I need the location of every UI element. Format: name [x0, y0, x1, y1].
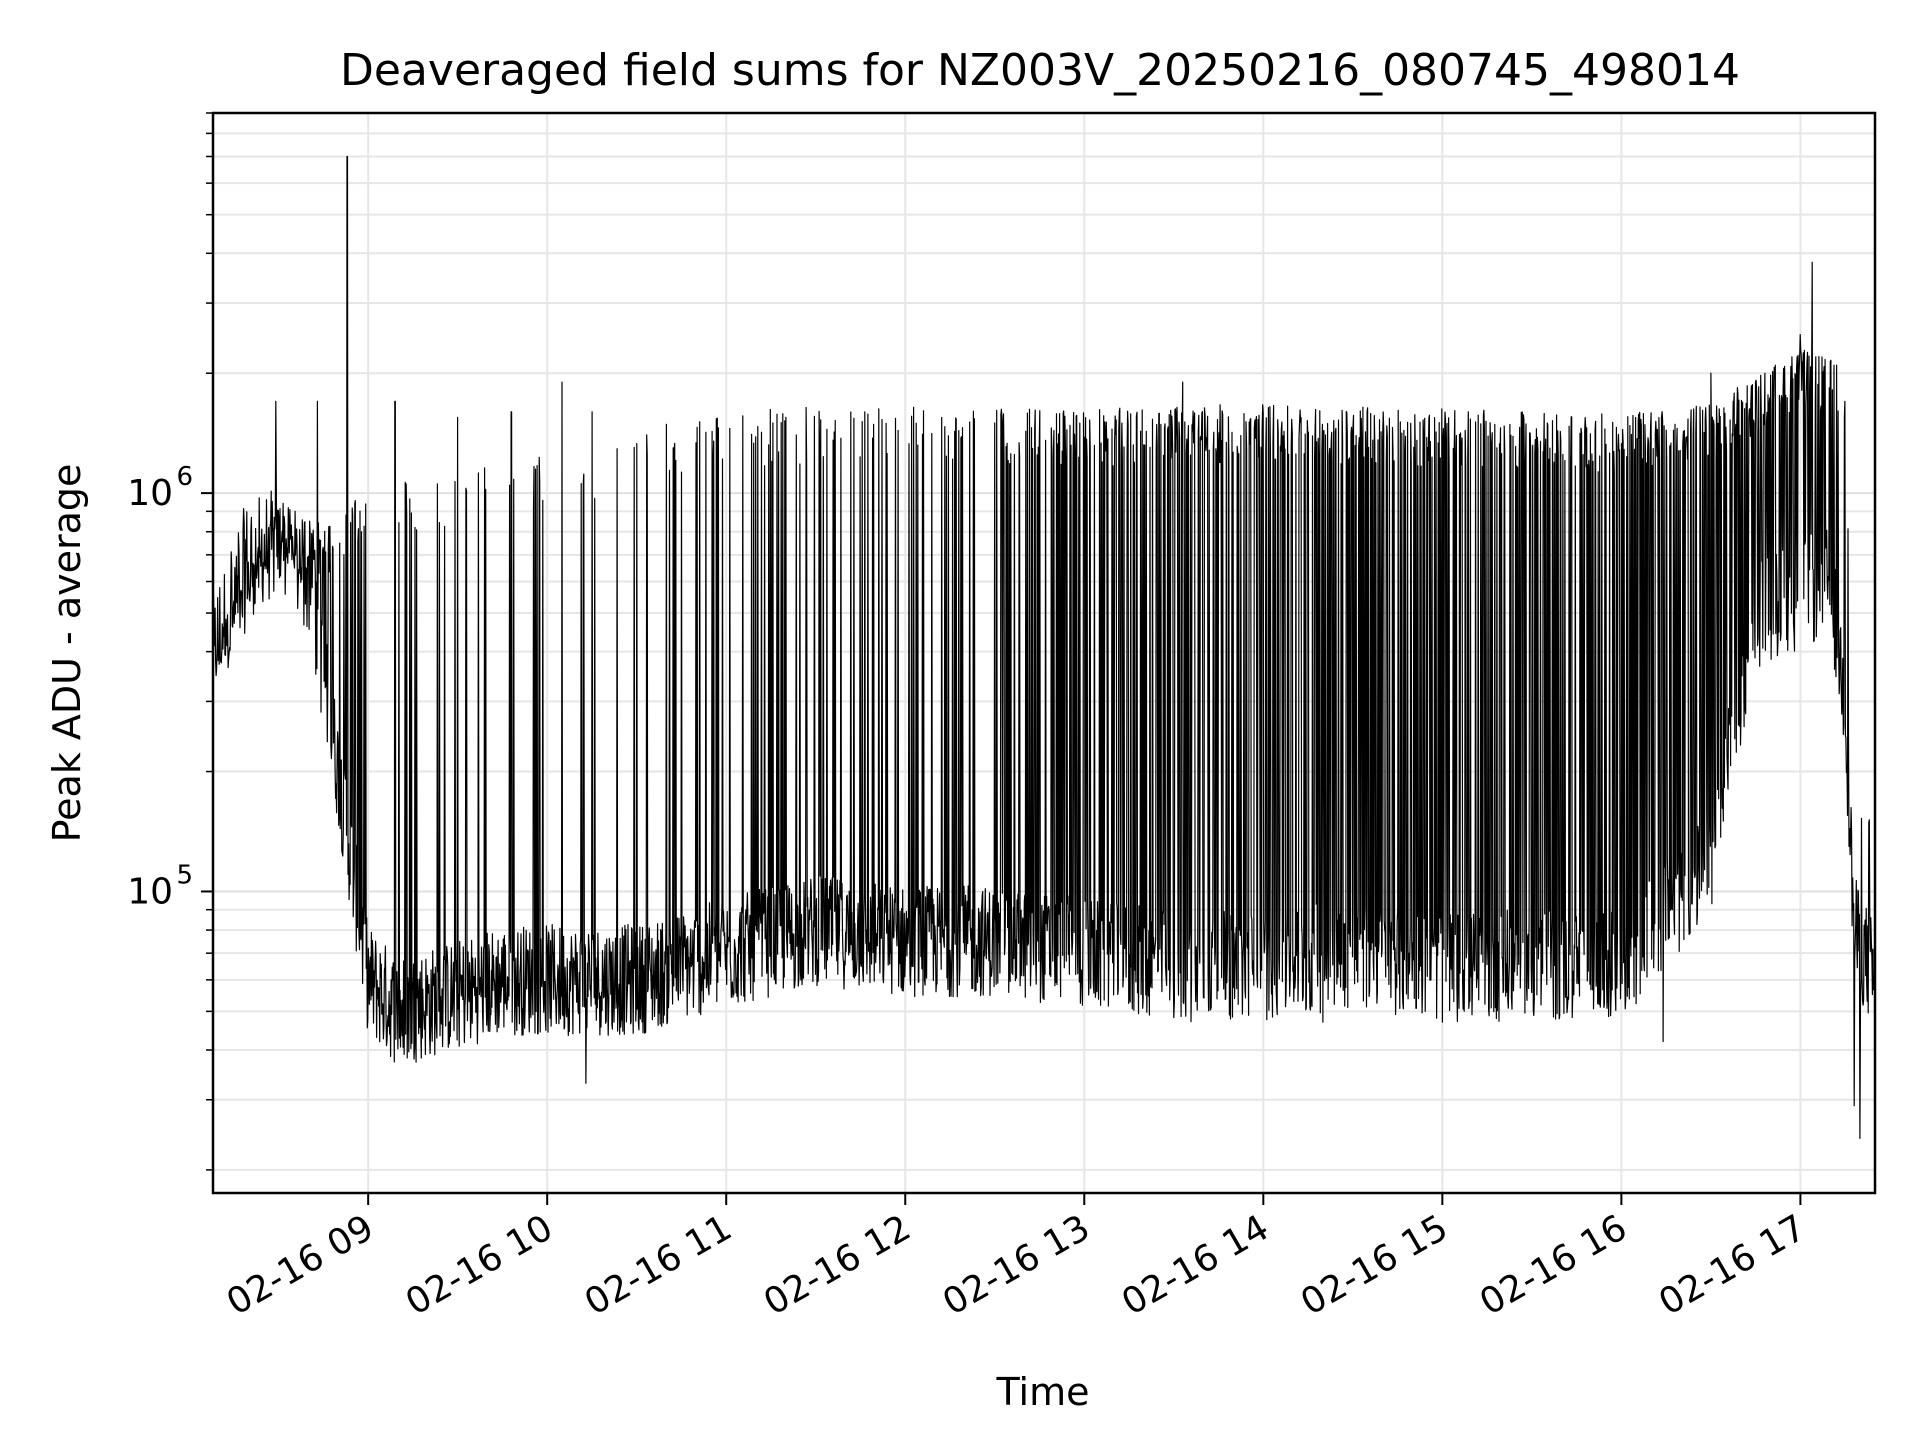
plot-frame — [211, 111, 1877, 1195]
y-tick-label-exponent: 5 — [176, 860, 193, 890]
series-line — [213, 155, 1875, 1179]
plot-area — [213, 155, 1875, 1179]
y-tick-label-exponent: 6 — [176, 462, 193, 492]
x-axis-label: Time — [996, 1370, 1090, 1414]
y-axis-label: Peak ADU - average — [45, 464, 89, 843]
chart-title: Deaveraged field sums for NZ003V_2025021… — [340, 45, 1740, 96]
y-tick-label: 10 — [127, 871, 173, 912]
y-tick-label: 10 — [127, 473, 173, 514]
